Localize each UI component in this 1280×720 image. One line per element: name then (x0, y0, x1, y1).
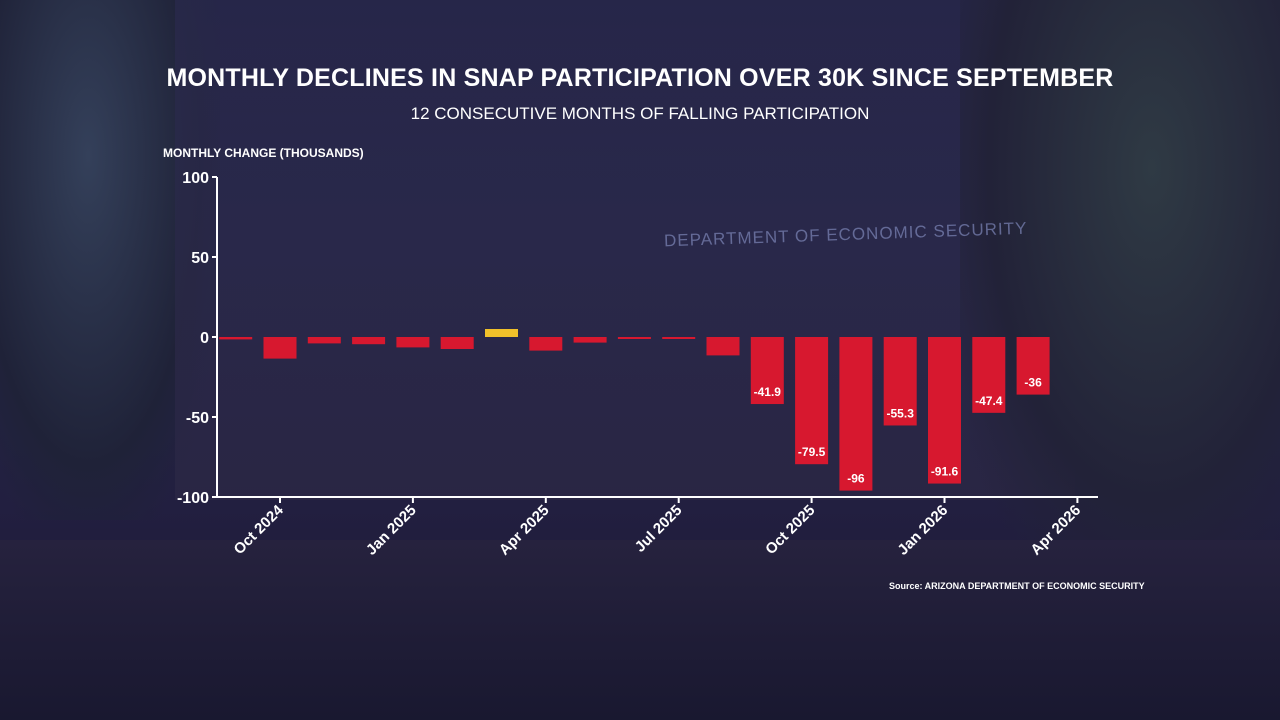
bar-nov-2025 (839, 337, 873, 491)
bar-data-label: -79.5 (798, 445, 826, 459)
y-tick-label: 0 (200, 330, 209, 347)
bar-oct-2024 (263, 337, 297, 359)
bar-apr-2025 (529, 337, 563, 351)
bar-may-2025 (573, 337, 607, 343)
bar-mar-2025 (485, 329, 518, 337)
y-tick-label: 50 (191, 250, 209, 267)
x-tick-label: Jan 2025 (363, 502, 420, 559)
bar-jul-2025 (662, 337, 696, 339)
bar-feb-2026 (972, 337, 1006, 413)
background-road (0, 540, 1280, 720)
x-tick-label: Oct 2024 (231, 501, 288, 558)
bar-nov-2024 (307, 337, 341, 344)
source-note: Source: ARIZONA DEPARTMENT OF ECONOMIC S… (889, 581, 1145, 591)
x-tick-label: Jan 2026 (894, 502, 951, 559)
bar-data-label: -41.9 (754, 385, 782, 399)
bar-sep-2025 (750, 337, 784, 405)
bar-data-label: -36 (1024, 376, 1042, 390)
bar-data-label: -91.6 (931, 465, 959, 479)
bar-oct-2025 (795, 337, 829, 465)
bar-jan-2026 (928, 337, 961, 484)
bar-dec-2025 (883, 337, 917, 426)
bar-jan-2025 (396, 337, 430, 348)
bar-data-label: -47.4 (975, 394, 1003, 408)
bar-jun-2025 (617, 337, 651, 339)
bar-sep-2024 (219, 337, 253, 340)
bar-aug-2025 (706, 337, 740, 356)
x-tick-label: Apr 2026 (1027, 502, 1084, 559)
x-tick-label: Oct 2025 (762, 502, 818, 558)
chart-subtitle: 12 CONSECUTIVE MONTHS OF FALLING PARTICI… (410, 104, 870, 123)
x-tick-label: Apr 2025 (496, 502, 553, 559)
background-building (175, 0, 1075, 500)
y-tick-label: 100 (182, 170, 209, 187)
bar-feb-2025 (440, 337, 474, 349)
y-tick-label: -50 (186, 410, 209, 427)
x-tick-label: Jul 2025 (632, 502, 686, 556)
y-axis-label: MONTHLY CHANGE (THOUSANDS) (163, 146, 364, 160)
bar-data-label: -96 (847, 472, 865, 486)
chart-title: MONTHLY DECLINES IN SNAP PARTICIPATION O… (166, 64, 1114, 92)
y-tick-label: -100 (177, 490, 209, 507)
background-tree-right (960, 0, 1280, 560)
bar-dec-2024 (352, 337, 386, 345)
bar-mar-2026 (1016, 337, 1050, 395)
bar-data-label: -55.3 (887, 406, 915, 420)
